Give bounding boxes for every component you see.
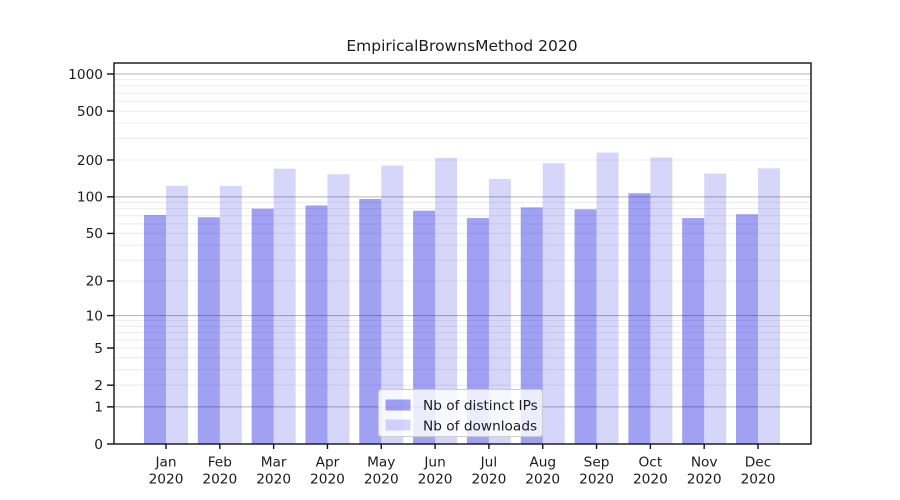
bar-distinct-ips-Dec — [736, 214, 758, 444]
bar-downloads-Apr — [327, 174, 350, 444]
x-axis-labels: Jan 2020 Feb 2020 Mar 2020 Apr 2020 May 2020 Jun 20… — [149, 455, 776, 488]
bar-distinct-ips-Oct — [628, 193, 651, 444]
bar-distinct-ips-Nov — [682, 218, 705, 444]
chart-title: EmpiricalBrownsMethod 2020 — [346, 37, 577, 55]
bars — [144, 152, 780, 445]
bar-distinct-ips-Mar — [251, 208, 274, 444]
y-tick-label-2: 2 — [94, 378, 103, 394]
x-tick-label-Nov: Nov 2020 — [687, 455, 722, 488]
x-tick-label-Mar: Mar 2020 — [256, 455, 291, 488]
bar-distinct-ips-Jul — [466, 218, 489, 444]
y-tick-label-50: 50 — [86, 226, 103, 242]
x-tick-label-Oct: Oct 2020 — [633, 455, 668, 488]
legend-swatch-distinct-ips — [385, 399, 411, 411]
tick-marks — [107, 73, 759, 449]
y-tick-label-1: 1 — [94, 400, 103, 416]
bar-distinct-ips-May — [359, 199, 382, 444]
bar-downloads-Sep — [596, 152, 619, 444]
y-tick-label-0: 0 — [94, 437, 103, 453]
x-tick-label-Jul: Jul 2020 — [471, 455, 506, 488]
x-tick-label-Dec: Dec 2020 — [741, 455, 776, 488]
x-tick-label-Apr: Apr 2020 — [310, 455, 345, 488]
x-tick-label-May: May 2020 — [364, 455, 399, 488]
y-axis-labels: 0 1 2 5 10 20 50 100 200 500 1000 — [68, 67, 103, 453]
bar-downloads-May — [381, 165, 404, 444]
bar-downloads-Dec — [758, 168, 780, 444]
bar-distinct-ips-Feb — [197, 217, 220, 444]
legend-label-distinct-ips: Nb of distinct IPs — [423, 398, 538, 414]
x-tick-label-Aug: Aug 2020 — [525, 455, 560, 488]
bar-distinct-ips-Jan — [144, 214, 166, 444]
y-tick-label-200: 200 — [77, 153, 103, 169]
legend-swatch-downloads — [385, 419, 411, 431]
bar-downloads-Feb — [219, 185, 242, 444]
y-tick-label-500: 500 — [77, 104, 103, 120]
legend-box — [378, 389, 543, 437]
y-tick-label-20: 20 — [86, 274, 103, 290]
axes-frame — [113, 62, 812, 445]
y-tick-label-10: 10 — [86, 308, 103, 324]
bar-downloads-Oct — [650, 157, 673, 444]
y-tick-label-100: 100 — [77, 190, 103, 206]
x-tick-label-Feb: Feb 2020 — [202, 455, 237, 488]
bar-distinct-ips-Jun — [413, 210, 436, 444]
bar-downloads-Jan — [166, 185, 188, 444]
x-tick-label-Jan: Jan 2020 — [149, 455, 184, 488]
legend: Nb of distinct IPs Nb of downloads — [378, 389, 543, 437]
x-tick-label-Jun: Jun 2020 — [418, 455, 453, 488]
bar-distinct-ips-Apr — [305, 205, 328, 444]
bar-downloads-Jun — [435, 157, 458, 445]
legend-label-downloads: Nb of downloads — [423, 419, 537, 435]
bar-downloads-Mar — [273, 168, 296, 444]
bar-downloads-Aug — [542, 163, 565, 445]
bar-downloads-Nov — [704, 173, 727, 444]
bar-distinct-ips-Aug — [520, 207, 543, 444]
y-tick-label-1000: 1000 — [68, 67, 103, 83]
bar-distinct-ips-Sep — [574, 209, 597, 444]
y-tick-label-5: 5 — [94, 341, 103, 357]
x-tick-label-Sep: Sep 2020 — [579, 455, 614, 488]
gridlines — [114, 73, 811, 408]
bar-downloads-Jul — [488, 178, 511, 444]
